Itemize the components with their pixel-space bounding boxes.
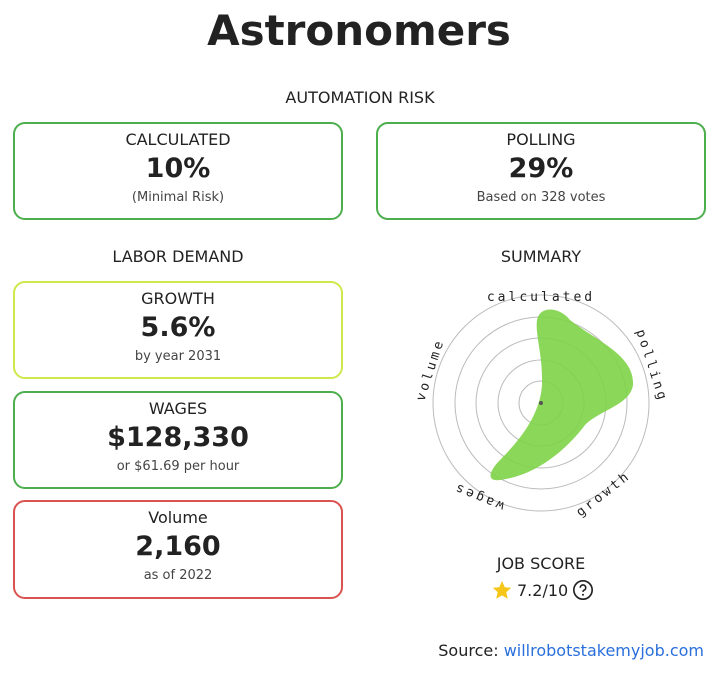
- card-note: as of 2022: [143, 568, 213, 583]
- card-label: CALCULATED: [125, 130, 231, 149]
- axis-label: wages: [451, 479, 507, 513]
- star-icon: [492, 580, 512, 599]
- card-value: 29%: [508, 153, 574, 184]
- job-score: 7.2/10: [491, 578, 601, 602]
- job-score-heading: JOB SCORE: [496, 554, 586, 573]
- radar-chart: calculated polling growth wages volume: [414, 290, 671, 520]
- help-icon[interactable]: [572, 579, 594, 601]
- card-value: 10%: [145, 153, 211, 184]
- polling-card: POLLING 29% Based on 328 votes: [376, 122, 706, 220]
- card-value: 5.6%: [140, 312, 216, 343]
- card-label: WAGES: [148, 399, 208, 418]
- axis-label: growth: [574, 468, 634, 520]
- section-heading: SUMMARY: [500, 247, 582, 266]
- volume-card: Volume 2,160 as of 2022: [13, 500, 343, 599]
- card-note: or $61.69 per hour: [116, 459, 240, 474]
- card-note: by year 2031: [134, 349, 222, 364]
- card-label: POLLING: [506, 130, 576, 149]
- card-note: (Minimal Risk): [131, 190, 225, 205]
- card-note: Based on 328 votes: [476, 190, 606, 205]
- card-value: $128,330: [107, 422, 249, 453]
- source-label: Source:: [438, 641, 499, 660]
- radar-area: [490, 309, 634, 481]
- axis-label: calculated: [487, 290, 595, 305]
- axis-label: polling: [632, 328, 670, 405]
- source-link[interactable]: willrobotstakemyjob.com: [503, 641, 704, 660]
- axis-label: volume: [414, 337, 448, 403]
- source: Source: willrobotstakemyjob.com: [438, 641, 704, 660]
- calculated-card: CALCULATED 10% (Minimal Risk): [13, 122, 343, 220]
- radar-center: [539, 401, 543, 405]
- growth-card: GROWTH 5.6% by year 2031: [13, 281, 343, 379]
- section-heading: LABOR DEMAND: [112, 247, 244, 266]
- card-label: GROWTH: [141, 289, 215, 308]
- wages-card: WAGES $128,330 or $61.69 per hour: [13, 391, 343, 489]
- section-heading: AUTOMATION RISK: [285, 88, 435, 107]
- job-score-value: 7.2/10: [517, 580, 569, 600]
- card-label: Volume: [148, 508, 208, 527]
- card-value: 2,160: [135, 531, 221, 562]
- page-title: Astronomers: [207, 6, 511, 55]
